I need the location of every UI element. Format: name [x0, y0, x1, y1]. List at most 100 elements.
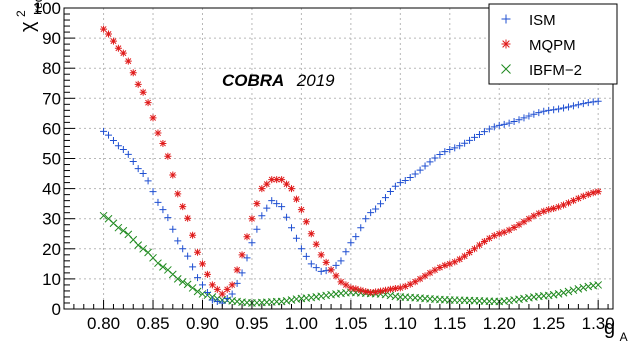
- ism-marker: [154, 198, 162, 206]
- ism-marker: [377, 200, 385, 208]
- ism-marker: [307, 260, 315, 268]
- ism-marker: [471, 133, 479, 141]
- y-tick-label: 60: [42, 119, 61, 138]
- mqpm-marker: [149, 114, 157, 122]
- ism-marker: [500, 120, 508, 128]
- annotation-bold: COBRA: [222, 71, 284, 90]
- mqpm-marker: [307, 230, 315, 238]
- y-tick-label: 0: [52, 300, 61, 319]
- ism-marker: [292, 234, 300, 242]
- mqpm-marker: [273, 176, 281, 184]
- ism-marker: [317, 267, 325, 275]
- mqpm-marker: [194, 248, 202, 256]
- legend-label: MQPM: [529, 37, 576, 54]
- x-axis-title: g A: [604, 317, 628, 344]
- ism-marker: [436, 151, 444, 159]
- ism-marker: [233, 279, 241, 287]
- x-tick-label: 1.05: [334, 314, 367, 333]
- mqpm-marker: [213, 285, 221, 293]
- ism-marker: [555, 105, 563, 113]
- mqpm-marker: [124, 57, 132, 65]
- ism-marker: [129, 158, 137, 166]
- mqpm-marker: [312, 240, 320, 248]
- ism-marker: [238, 269, 246, 277]
- ism-marker: [114, 142, 122, 150]
- mqpm-marker: [248, 215, 256, 223]
- ism-marker: [105, 131, 113, 139]
- mqpm-marker: [416, 275, 424, 283]
- ibfm-marker: [198, 290, 207, 298]
- mqpm-marker: [109, 37, 117, 45]
- ism-marker: [288, 224, 296, 232]
- ism-marker: [263, 204, 271, 212]
- mqpm-marker: [545, 206, 553, 214]
- ism-marker: [451, 144, 459, 152]
- mqpm-marker: [189, 231, 197, 239]
- mqpm-marker: [243, 233, 251, 241]
- ism-marker: [466, 136, 474, 144]
- legend: ISM MQPM IBFM−2: [488, 3, 618, 85]
- ism-marker: [194, 274, 202, 282]
- ism-marker: [144, 177, 152, 185]
- mqpm-marker: [139, 88, 147, 96]
- ism-marker: [297, 245, 305, 253]
- ism-marker: [564, 103, 572, 111]
- mqpm-marker: [169, 171, 177, 179]
- ibfm-marker: [154, 259, 162, 268]
- mqpm-marker: [471, 245, 479, 253]
- mqpm-marker: [574, 194, 582, 202]
- ism-marker: [100, 127, 108, 135]
- mqpm-marker: [377, 287, 385, 295]
- mqpm-marker: [421, 272, 429, 280]
- ism-marker: [283, 213, 291, 221]
- ism-marker: [337, 257, 345, 265]
- mqpm-marker: [223, 285, 231, 293]
- ism-marker: [446, 145, 454, 153]
- ism-marker: [278, 203, 286, 211]
- mqpm-marker: [456, 255, 464, 263]
- ism-marker: [535, 109, 543, 117]
- ibfm-marker: [287, 296, 296, 304]
- ism-marker: [510, 118, 518, 126]
- ism-marker: [515, 116, 523, 124]
- ibfm-marker: [134, 241, 143, 249]
- mqpm-marker: [203, 270, 211, 278]
- ism-marker: [461, 139, 469, 147]
- mqpm-marker: [386, 285, 394, 293]
- ism-marker: [362, 215, 370, 223]
- ism-marker: [381, 194, 389, 202]
- ibfm-marker: [584, 282, 593, 291]
- ism-marker: [169, 225, 177, 233]
- mqpm-marker: [530, 212, 538, 220]
- ism-marker: [223, 294, 231, 302]
- x-tick-label: 1.30: [582, 314, 615, 333]
- y-axis-title-sup: 2: [14, 10, 28, 17]
- mqpm-marker: [461, 252, 469, 260]
- series-mqpm: [100, 25, 602, 298]
- mqpm-marker: [100, 25, 108, 33]
- mqpm-marker: [258, 185, 266, 193]
- legend-label: ISM: [529, 12, 556, 29]
- mqpm-marker: [466, 249, 474, 257]
- mqpm-marker: [555, 203, 563, 211]
- ism-marker: [579, 100, 587, 108]
- ism-marker: [213, 297, 221, 305]
- ism-marker: [208, 296, 216, 304]
- ism-marker: [406, 174, 414, 182]
- ism-marker: [312, 264, 320, 272]
- ibfm-marker: [569, 286, 578, 295]
- ism-marker: [560, 104, 568, 112]
- ism-marker: [124, 150, 132, 158]
- ism-marker: [505, 119, 513, 127]
- mqpm-marker: [510, 224, 518, 232]
- mqpm-marker: [288, 185, 296, 193]
- ism-marker: [386, 187, 394, 195]
- mqpm-marker: [179, 203, 187, 211]
- ism-marker: [273, 200, 281, 208]
- ism-marker: [411, 170, 419, 178]
- mqpm-marker: [208, 281, 216, 289]
- mqpm-marker: [475, 241, 483, 249]
- y-tick-label: 70: [42, 89, 61, 108]
- ism-marker: [426, 158, 434, 166]
